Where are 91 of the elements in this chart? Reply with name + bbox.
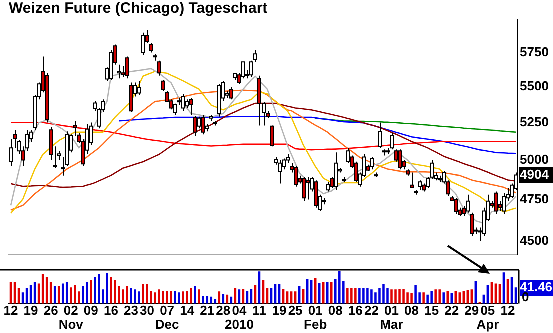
bar — [82, 286, 84, 304]
x-tick-label: 07 Dec — [155, 303, 180, 332]
bar — [422, 292, 425, 304]
bar — [94, 277, 96, 304]
bar — [390, 290, 393, 304]
bar — [454, 290, 458, 304]
bar — [346, 288, 349, 304]
bar — [182, 292, 184, 304]
x-tick-label: 22 — [364, 303, 379, 318]
bar — [138, 292, 140, 304]
x-tick-label: 09 — [84, 303, 98, 318]
x-tick-label: 16 — [348, 303, 363, 318]
bar — [74, 285, 76, 304]
bar — [106, 272, 108, 304]
x-tick-label: 12 — [4, 303, 18, 318]
bar — [190, 288, 192, 304]
bar — [446, 290, 449, 304]
bar — [166, 290, 168, 304]
bar — [414, 285, 417, 304]
bar — [366, 288, 369, 304]
bar — [126, 286, 128, 304]
bar — [98, 274, 100, 304]
bar — [378, 288, 381, 304]
bar — [442, 292, 445, 304]
bar — [362, 288, 365, 304]
x-tick-label: 28 — [216, 303, 231, 318]
x-tick-label: 21 — [200, 303, 215, 318]
bar — [350, 288, 353, 304]
bar — [134, 290, 136, 304]
bar — [338, 271, 341, 304]
bar — [394, 290, 397, 304]
bar — [330, 282, 333, 304]
bar — [434, 290, 437, 304]
y-tick-label: 5000 — [520, 152, 549, 167]
bar — [402, 288, 405, 304]
bar — [326, 282, 329, 304]
bar — [358, 288, 361, 304]
bar — [90, 280, 92, 304]
bar — [398, 288, 401, 304]
bar — [410, 294, 413, 304]
bar — [170, 290, 172, 304]
x-tick-label: 23 — [124, 303, 138, 318]
text: 4904 — [520, 166, 550, 182]
bar — [386, 288, 389, 304]
bar — [130, 288, 132, 304]
bar — [450, 294, 453, 304]
bar — [158, 290, 160, 304]
bar — [354, 288, 357, 304]
bar — [430, 290, 433, 304]
x-tick-label: 15 — [424, 303, 440, 318]
bar — [186, 290, 188, 304]
x-tick-label: 16 — [104, 303, 118, 318]
x-tick-label: 19 — [24, 303, 38, 318]
bar — [438, 290, 441, 304]
x-tick-label: 01 Mar — [380, 303, 404, 332]
bar — [178, 292, 180, 304]
bar — [194, 286, 196, 304]
y-tick-label: 5750 — [520, 44, 549, 60]
x-tick-label: 02 Nov — [58, 303, 84, 332]
bar — [86, 282, 88, 304]
bar — [122, 290, 124, 304]
bar — [110, 277, 112, 304]
bar — [370, 290, 373, 304]
x-tick-label: 08 — [404, 303, 420, 318]
bar — [162, 290, 164, 304]
x-tick-label: 12 — [500, 303, 516, 318]
x-tick-label: 14 — [180, 303, 196, 318]
chart-title: Weizen Future (Chicago) Tageschart — [9, 0, 268, 18]
y-tick-label: 5250 — [520, 114, 549, 130]
bar — [154, 292, 156, 304]
y-tick-label: 4750 — [520, 191, 549, 206]
y-tick-label: 5500 — [520, 78, 549, 94]
bar — [146, 284, 148, 304]
bar — [198, 290, 201, 304]
x-tick-label: 30 — [140, 303, 155, 318]
x-tick-label: 01 Feb — [304, 303, 328, 332]
bar — [426, 294, 429, 304]
bar — [382, 284, 385, 304]
x-tick-label: 22 — [444, 303, 460, 318]
x-tick-label: 29 — [464, 303, 480, 318]
bar — [406, 292, 409, 304]
x-tick-label: 25 — [288, 303, 303, 318]
bar — [70, 288, 72, 304]
bar — [114, 280, 116, 304]
x-tick-label: 19 — [272, 303, 287, 318]
x-tick-label: 11 — [252, 303, 266, 318]
x-tick-label: 26 — [44, 303, 58, 318]
bar — [142, 284, 144, 304]
x-tick-label: 08 — [328, 303, 343, 318]
bar — [174, 290, 176, 304]
y-tick-label: 4500 — [520, 232, 549, 248]
